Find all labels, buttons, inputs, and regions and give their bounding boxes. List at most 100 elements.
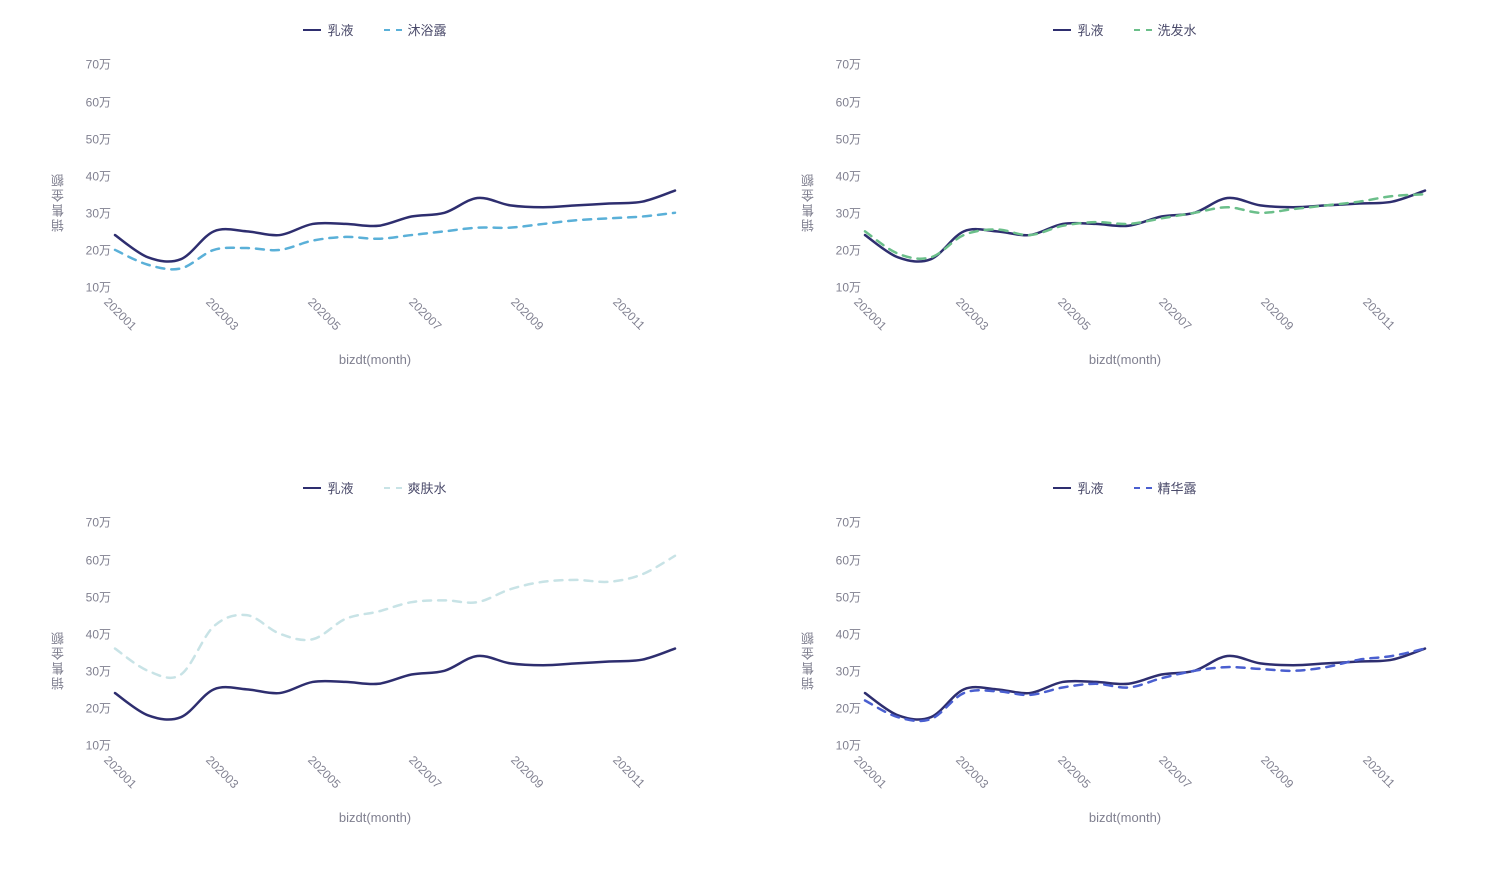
chart-legend: 乳液 洗发水 [760, 20, 1490, 39]
y-tick: 60万 [827, 93, 861, 110]
y-tick: 70万 [827, 514, 861, 531]
y-tick: 20万 [77, 699, 111, 716]
x-tick: 202005 [305, 295, 343, 333]
x-tick: 202007 [1157, 295, 1195, 333]
x-tick: 202003 [953, 753, 991, 791]
x-tick: 202001 [851, 295, 889, 333]
x-tick: 202011 [1360, 753, 1398, 791]
x-tick: 202009 [1258, 753, 1296, 791]
plot-area [115, 515, 675, 745]
legend-item: 乳液 [303, 478, 353, 497]
legend-item: 沐浴露 [384, 20, 447, 39]
plot-area [865, 57, 1425, 287]
x-tick: 202009 [1258, 295, 1296, 333]
x-tick: 202007 [407, 753, 445, 791]
plot-area [865, 515, 1425, 745]
chart-svg [115, 515, 675, 745]
y-tick: 60万 [827, 551, 861, 568]
y-tick: 50万 [77, 130, 111, 147]
legend-label: 沐浴露 [408, 20, 447, 39]
series-line [115, 649, 675, 720]
y-axis-label: 销售金额 [49, 630, 68, 690]
series-line [865, 649, 1425, 720]
chart-area: 销售金额bizdt(month)10万20万30万40万50万60万70万202… [55, 505, 695, 815]
y-tick: 60万 [77, 93, 111, 110]
x-tick: 202009 [508, 753, 546, 791]
x-tick: 202011 [610, 295, 648, 333]
y-axis-label: 销售金额 [49, 172, 68, 232]
x-axis-label: bizdt(month) [1089, 352, 1161, 367]
y-tick: 30万 [77, 662, 111, 679]
legend-swatch [384, 29, 402, 31]
x-axis-label: bizdt(month) [1089, 810, 1161, 825]
y-tick: 30万 [77, 204, 111, 221]
y-tick: 10万 [77, 737, 111, 754]
chart-svg [865, 515, 1425, 745]
x-tick: 202007 [1157, 753, 1195, 791]
series-line [115, 191, 675, 262]
legend-swatch [1134, 487, 1152, 489]
x-tick: 202001 [101, 753, 139, 791]
panel-top-left: 乳液 沐浴露销售金额 bizdt(month) 10万 20万 30万 40万 50万 60万 7… [10, 20, 740, 418]
y-axis-label: 销售金额 [799, 630, 818, 690]
series-line [865, 191, 1425, 262]
legend-item: 精华露 [1134, 478, 1197, 497]
legend-swatch [1053, 29, 1071, 31]
legend-swatch [303, 29, 321, 31]
series-line [865, 194, 1425, 258]
legend-label: 乳液 [1077, 478, 1103, 497]
panel-bottom-right: 乳液精华露销售金额bizdt(month)10万20万30万40万50万60万7… [760, 478, 1490, 876]
y-tick: 40万 [827, 625, 861, 642]
plot-area [115, 57, 675, 287]
y-tick: 40万 [827, 167, 861, 184]
x-tick: 202003 [953, 295, 991, 333]
y-tick: 60万 [77, 551, 111, 568]
series-line [865, 649, 1425, 721]
legend-item: 爽肤水 [384, 478, 447, 497]
x-axis-label: bizdt(month) [339, 352, 411, 367]
y-tick: 50万 [827, 130, 861, 147]
legend-label: 精华露 [1158, 478, 1197, 497]
legend-label: 乳液 [327, 20, 353, 39]
panel-bottom-left: 乳液爽肤水销售金额bizdt(month)10万20万30万40万50万60万7… [10, 478, 740, 876]
y-tick: 50万 [77, 588, 111, 605]
legend-item: 乳液 [1053, 20, 1103, 39]
legend-swatch [384, 487, 402, 489]
x-tick: 202003 [203, 753, 241, 791]
legend-label: 洗发水 [1158, 20, 1197, 39]
chart-svg [115, 57, 675, 287]
x-tick: 202005 [305, 753, 343, 791]
y-tick: 10万 [827, 737, 861, 754]
x-axis-label: bizdt(month) [339, 810, 411, 825]
y-tick: 20万 [827, 699, 861, 716]
y-tick: 20万 [77, 241, 111, 258]
series-line [115, 556, 675, 678]
y-tick: 10万 [77, 279, 111, 296]
y-tick: 70万 [77, 56, 111, 73]
legend-swatch [1134, 29, 1152, 31]
legend-item: 乳液 [303, 20, 353, 39]
y-tick: 30万 [827, 204, 861, 221]
legend-label: 乳液 [1077, 20, 1103, 39]
chart-area: 销售金额bizdt(month)10万20万30万40万50万60万70万202… [55, 47, 695, 357]
legend-label: 爽肤水 [408, 478, 447, 497]
y-tick: 20万 [827, 241, 861, 258]
panel-top-right: 乳液洗发水销售金额bizdt(month)10万20万30万40万50万60万7… [760, 20, 1490, 418]
y-tick: 40万 [77, 167, 111, 184]
x-tick: 202003 [203, 295, 241, 333]
y-tick: 40万 [77, 625, 111, 642]
chart-legend: 乳液 精华露 [760, 478, 1490, 497]
chart-area: 销售金额bizdt(month)10万20万30万40万50万60万70万202… [805, 47, 1445, 357]
chart-legend: 乳液 爽肤水 [10, 478, 740, 497]
x-tick: 202011 [610, 753, 648, 791]
x-tick: 202001 [101, 295, 139, 333]
y-tick: 30万 [827, 662, 861, 679]
chart-legend: 乳液 沐浴露 [10, 20, 740, 39]
x-tick: 202001 [851, 753, 889, 791]
chart-area: 销售金额bizdt(month)10万20万30万40万50万60万70万202… [805, 505, 1445, 815]
x-tick: 202005 [1055, 295, 1093, 333]
legend-label: 乳液 [327, 478, 353, 497]
legend-item: 乳液 [1053, 478, 1103, 497]
x-tick: 202007 [407, 295, 445, 333]
legend-swatch [303, 487, 321, 489]
